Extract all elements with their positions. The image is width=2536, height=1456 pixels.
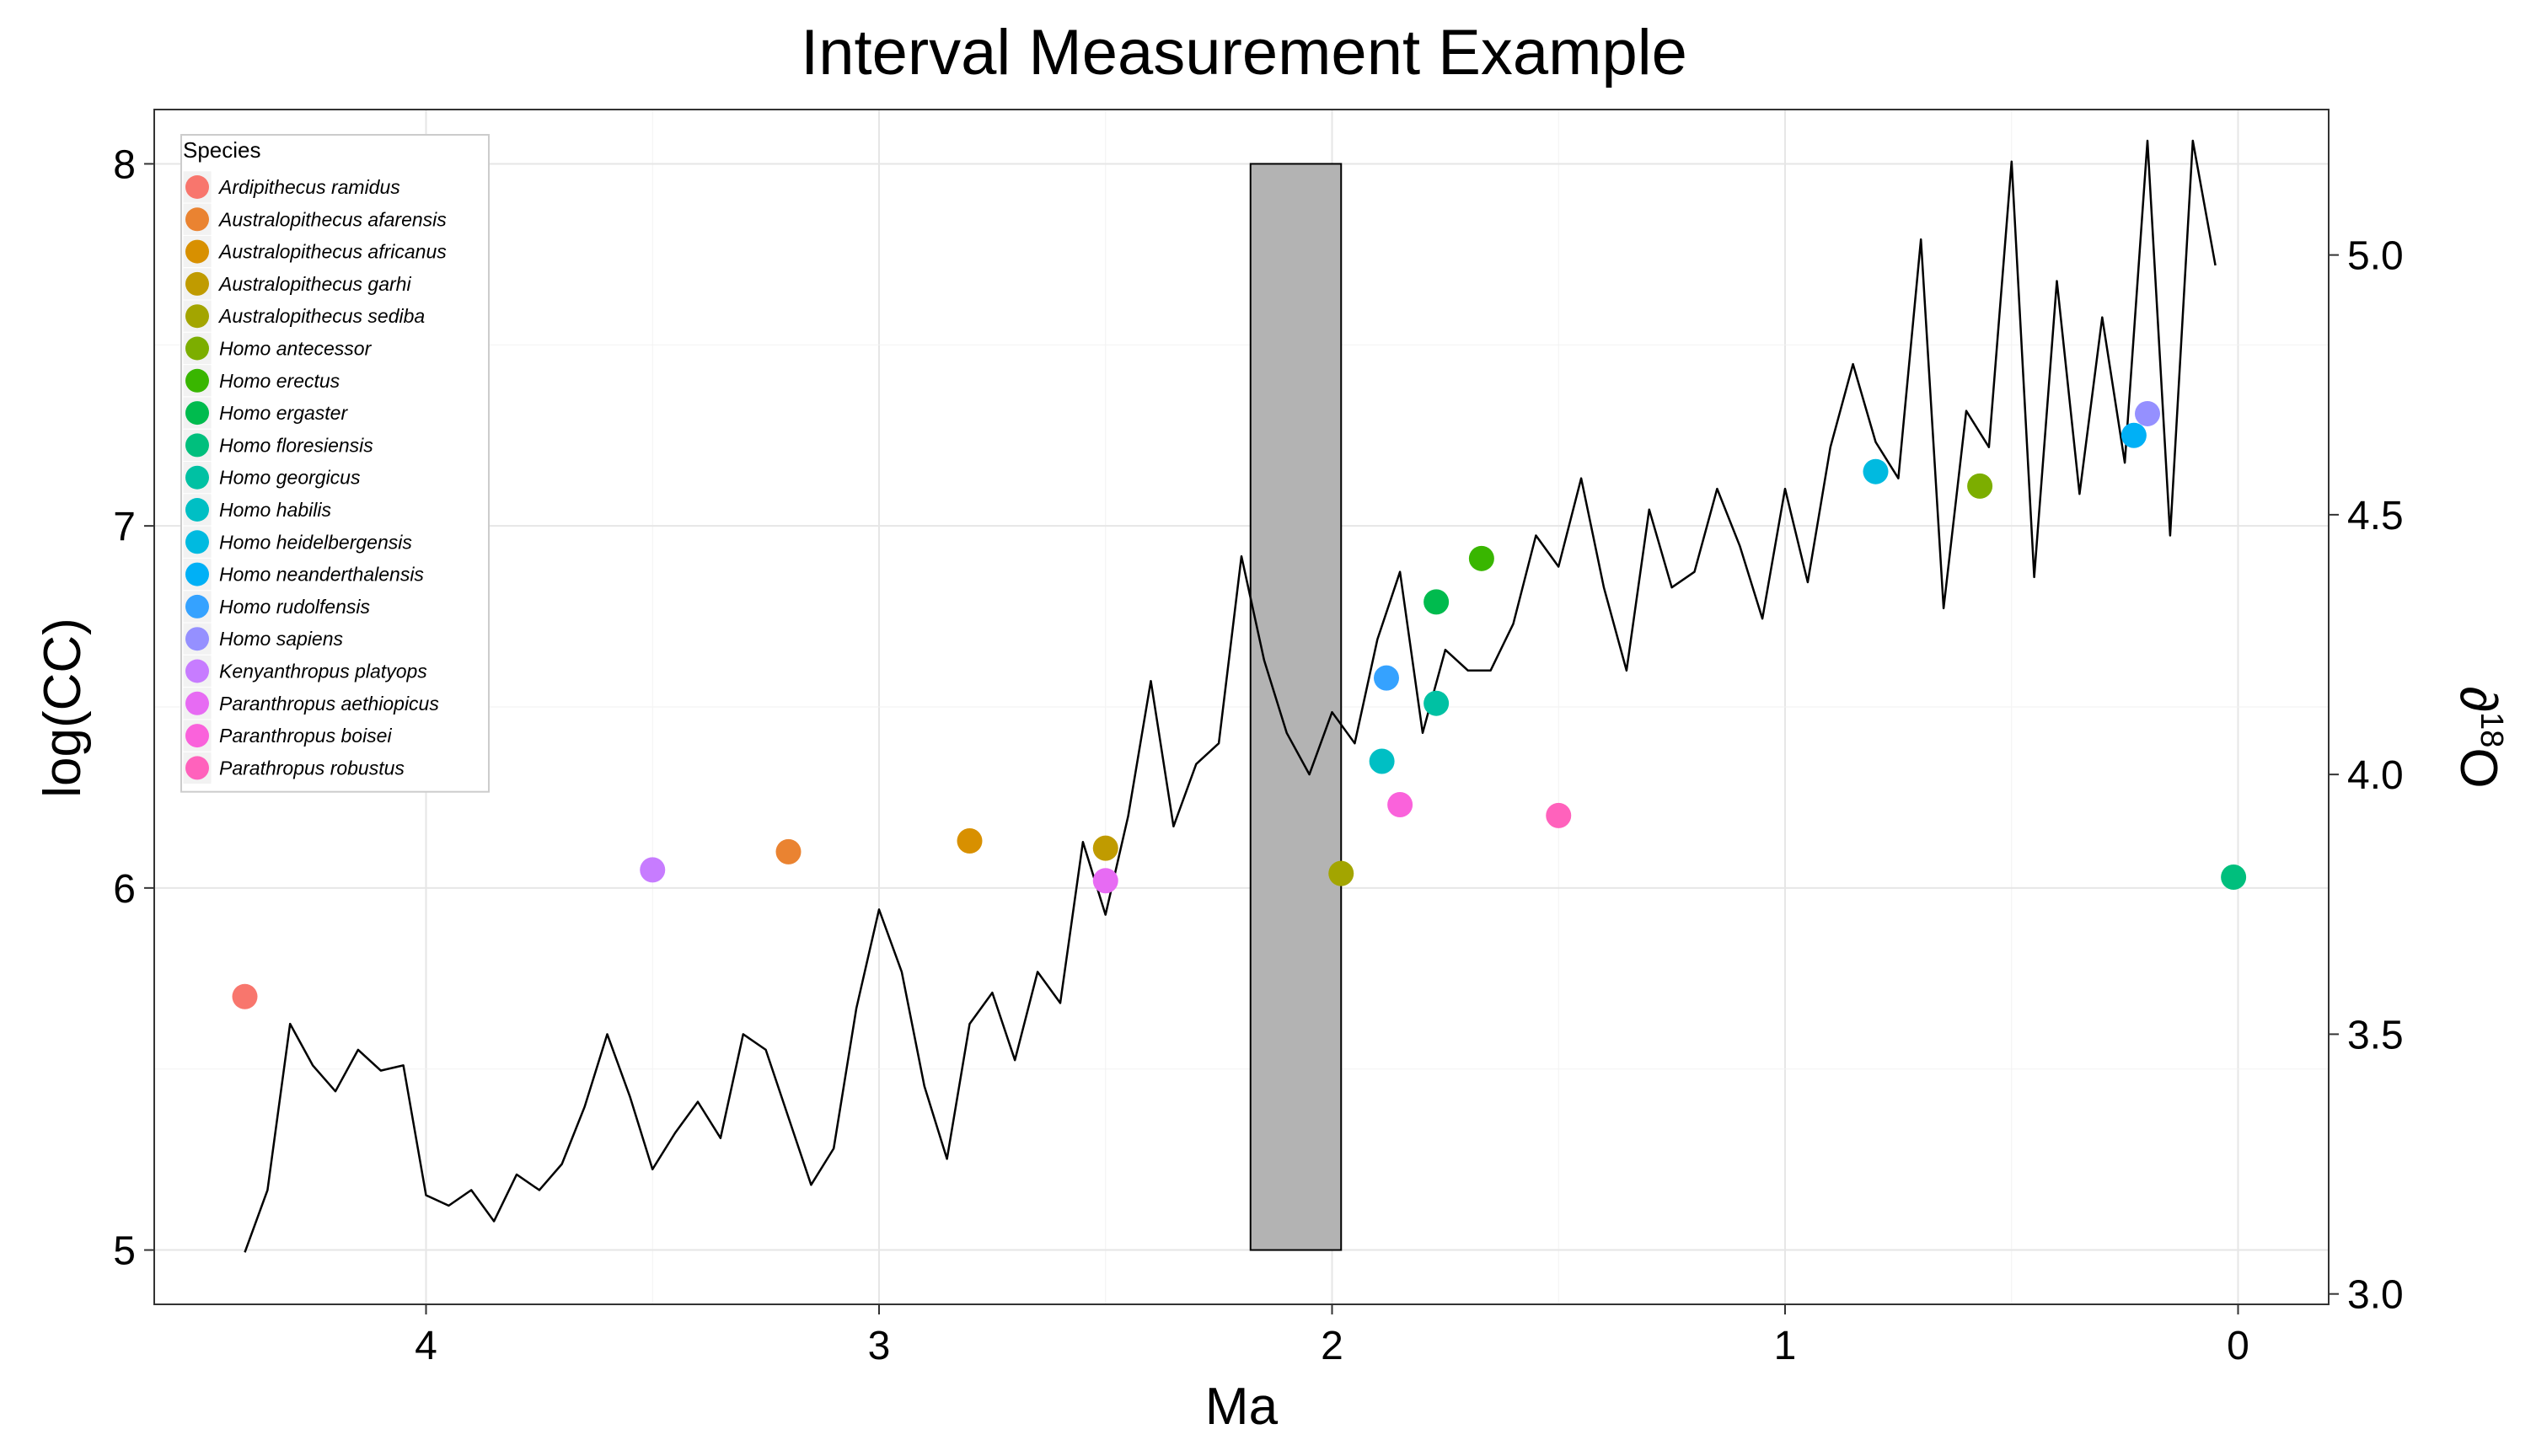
legend-label: Australopithecus afarensis — [217, 208, 447, 230]
axes: 4 3 2 1 0 5 6 7 8 3.0 3.5 4.0 4.5 5.0 — [113, 142, 2403, 1368]
legend-label: Homo erectus — [219, 370, 340, 392]
species-point — [1967, 473, 1993, 499]
legend-key — [185, 207, 209, 232]
x-tick-label: 2 — [1321, 1324, 1343, 1368]
x-tick-label: 1 — [1774, 1324, 1797, 1368]
chart-title: Interval Measurement Example — [801, 17, 1687, 88]
species-point — [1374, 665, 1399, 691]
legend-key — [185, 691, 209, 715]
legend-key — [185, 271, 209, 296]
species-points-layer — [232, 400, 2247, 1009]
legend-key — [185, 239, 209, 264]
legend-key — [185, 659, 209, 683]
species-point — [2135, 400, 2160, 426]
interval-rectangle-layer — [1249, 163, 1343, 1251]
legend-key — [185, 724, 209, 748]
legend-label: Paranthropus aethiopicus — [219, 693, 439, 715]
legend-title: Species — [183, 137, 261, 163]
legend-label: Parathropus robustus — [219, 757, 405, 779]
species-point — [2120, 422, 2147, 448]
d18o-line-layer — [244, 139, 2217, 1253]
legend-key — [185, 433, 209, 458]
legend-key — [185, 368, 209, 393]
y2-axis-title-end: O — [2449, 747, 2507, 788]
legend-label: Kenyanthropus platyops — [219, 661, 427, 682]
y-axis-title: log(CC) — [34, 618, 92, 798]
legend-label: Australopithecus sediba — [217, 305, 425, 327]
legend-label: Homo ergaster — [219, 402, 348, 424]
legend-label: Ardipithecus ramidus — [217, 176, 400, 198]
species-point — [1423, 589, 1450, 615]
legend-label: Homo antecessor — [219, 338, 373, 360]
species-point — [1387, 792, 1413, 818]
legend-key — [185, 175, 209, 199]
x-tick-label: 0 — [2227, 1324, 2249, 1368]
d18o-line — [244, 139, 2217, 1253]
legend-label: Homo habilis — [219, 499, 331, 521]
legend-label: Homo sapiens — [219, 628, 344, 650]
legend-key — [185, 336, 209, 361]
species-point — [640, 857, 666, 883]
species-point — [1468, 545, 1494, 571]
y2-axis-title-base: ∂ — [2449, 686, 2507, 712]
plot-panel-border — [153, 109, 2330, 1305]
x-tick-label: 4 — [415, 1324, 437, 1368]
legend-label: Homo neanderthalensis — [219, 564, 424, 586]
y-tick-label: 5 — [113, 1229, 136, 1274]
y2-tick-label: 5.0 — [2347, 234, 2404, 279]
legend-key — [185, 498, 209, 522]
species-point — [232, 983, 258, 1009]
x-axis-title: Ma — [1205, 1378, 1279, 1436]
x-tick-label: 3 — [868, 1324, 891, 1368]
legend-label: Homo floresiensis — [219, 434, 373, 456]
y2-axis-title: ∂18O — [2449, 686, 2509, 788]
legend-label: Australopithecus garhi — [217, 273, 411, 295]
species-point — [957, 827, 983, 854]
species-point — [1546, 802, 1572, 828]
y2-tick-label: 3.5 — [2347, 1013, 2404, 1057]
species-point — [1369, 748, 1395, 774]
y-tick-label: 6 — [113, 867, 136, 912]
species-point — [1423, 690, 1450, 716]
legend-key — [185, 756, 209, 780]
y2-tick-label: 4.0 — [2347, 753, 2404, 798]
legend-key — [185, 465, 209, 490]
y2-tick-label: 3.0 — [2347, 1273, 2404, 1318]
species-point — [1328, 860, 1354, 886]
legend-box — [180, 134, 490, 793]
legend-label: Homo georgicus — [219, 467, 361, 489]
species-point — [1092, 835, 1118, 861]
legend-label: Homo heidelbergensis — [219, 531, 412, 553]
legend: Species Ardipithecus ramidus Australopithe… — [180, 134, 490, 793]
y2-tick-label: 4.5 — [2347, 494, 2404, 538]
legend-key — [185, 530, 209, 554]
legend-label: Australopithecus africanus — [217, 241, 447, 263]
y-tick-label: 8 — [113, 142, 136, 187]
legend-key — [185, 627, 209, 651]
species-point — [1863, 458, 1889, 484]
legend-label: Homo rudolfensis — [219, 596, 370, 618]
legend-key — [185, 594, 209, 618]
species-point — [1092, 868, 1118, 894]
y-tick-label: 7 — [113, 505, 136, 549]
legend-key — [185, 304, 209, 329]
legend-key — [185, 401, 209, 426]
legend-key — [185, 562, 209, 586]
species-point — [2221, 864, 2247, 890]
legend-label: Paranthropus boisei — [219, 725, 392, 747]
y2-axis-title-superscript: 18 — [2474, 712, 2509, 747]
species-point — [775, 838, 802, 864]
interval-rectangle — [1249, 163, 1343, 1251]
